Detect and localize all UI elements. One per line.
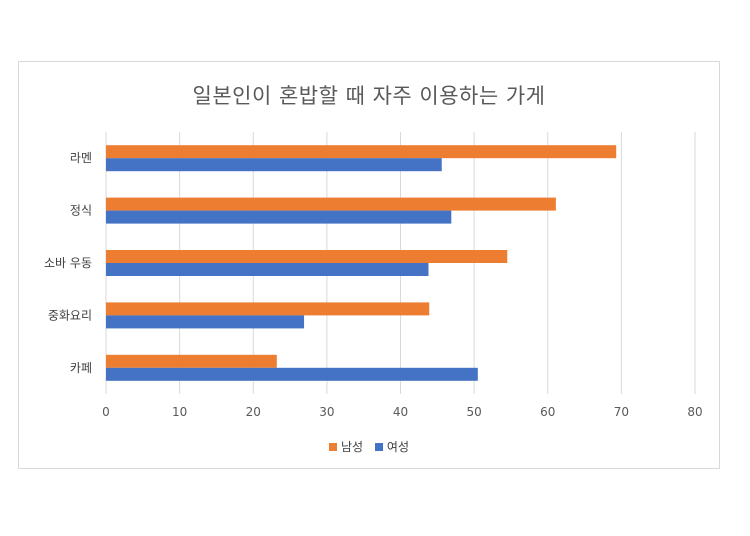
legend-swatch-female <box>374 443 383 451</box>
chart-title: 일본인이 혼밥할 때 자주 이용하는 가게 <box>192 84 546 108</box>
bar-female <box>106 158 442 172</box>
bar-female <box>106 263 429 276</box>
legend: 남성 여성 <box>19 438 719 455</box>
legend-item-female: 여성 <box>374 438 409 455</box>
bar-female <box>106 210 452 224</box>
category-label: 중화요리 <box>48 308 92 322</box>
category-label: 라멘 <box>70 151 92 165</box>
bar-male <box>106 145 617 159</box>
legend-item-male: 남성 <box>328 438 364 455</box>
x-tick-label: 40 <box>393 405 408 419</box>
legend-label-male: 남성 <box>340 440 364 454</box>
bar-male <box>106 302 430 316</box>
chart-area: 일본인이 혼밥할 때 자주 이용하는 가게 0 10 20 30 40 50 60 70 80 라… <box>18 61 720 469</box>
x-tick-label: 20 <box>246 405 261 419</box>
category-label: 정식 <box>70 204 92 218</box>
x-tick-label: 50 <box>466 405 481 419</box>
x-tick-label: 60 <box>540 405 555 419</box>
x-tick-label: 70 <box>614 405 629 419</box>
x-tick-label: 80 <box>687 405 702 419</box>
x-tick-label: 0 <box>102 405 110 419</box>
bar-female <box>106 315 305 329</box>
bar-male <box>106 197 556 211</box>
x-tick-label: 10 <box>172 405 187 419</box>
category-label: 카페 <box>70 361 92 375</box>
bar-male <box>106 250 508 263</box>
category-label: 소바 우동 <box>44 256 92 270</box>
bar-female <box>106 367 478 381</box>
bar-male <box>106 354 277 368</box>
x-tick-label: 30 <box>319 405 334 419</box>
legend-swatch-male <box>328 443 337 451</box>
legend-label-female: 여성 <box>386 440 409 454</box>
